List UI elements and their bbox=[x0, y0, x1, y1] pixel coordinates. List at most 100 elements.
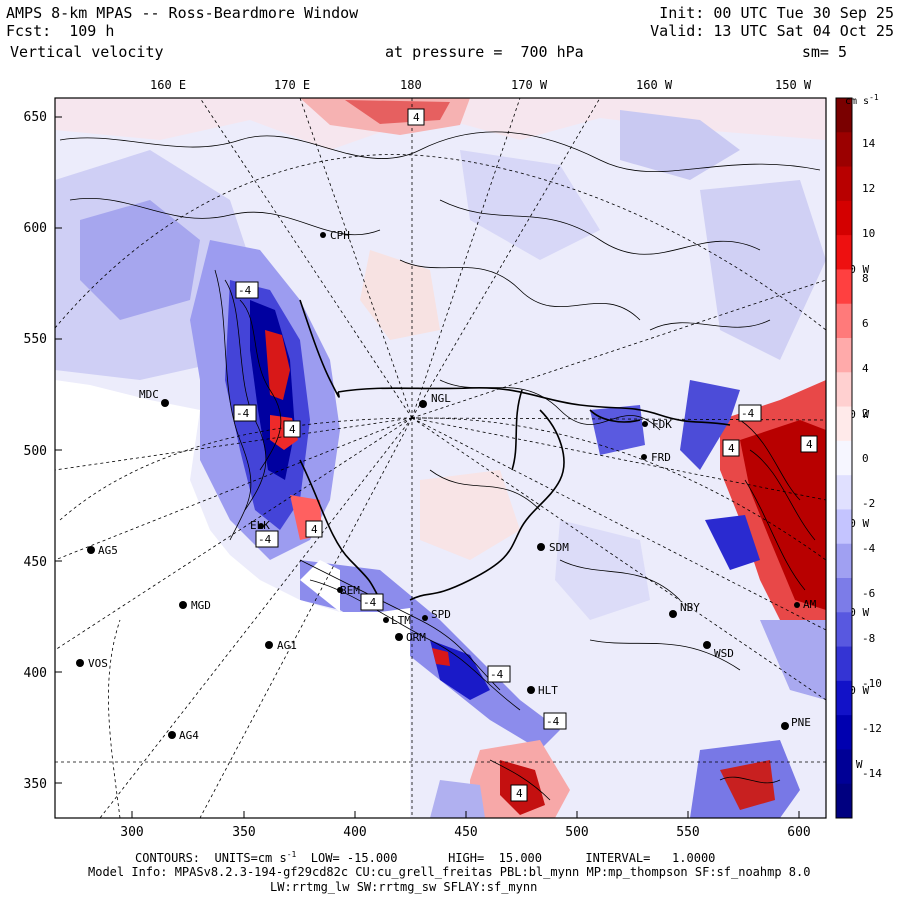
field-positive-mountain-1 bbox=[265, 330, 290, 400]
colorbar-swatch bbox=[836, 372, 852, 408]
field-positive-coast bbox=[432, 648, 450, 666]
svg-text:FRD: FRD bbox=[651, 451, 671, 464]
colorbar-label: -10 bbox=[862, 677, 882, 690]
station-pne: PNE bbox=[781, 716, 811, 730]
colorbar-label: 8 bbox=[862, 272, 869, 285]
extremum-label: 4 bbox=[407, 108, 425, 126]
top-longitude-labels: 160 E 170 E 180 170 W 160 W 150 W bbox=[150, 78, 812, 92]
contour-info: CONTOURS: UNITS=cm s-1 LOW= -15.000 HIGH… bbox=[135, 850, 716, 865]
svg-text:-4: -4 bbox=[490, 668, 504, 681]
field-positive-east-core bbox=[740, 420, 826, 610]
svg-text:4: 4 bbox=[728, 442, 735, 455]
svg-text:AG5: AG5 bbox=[98, 544, 118, 557]
colorbar-swatch bbox=[836, 578, 852, 613]
extremum-label: -4 bbox=[487, 665, 511, 683]
svg-text:4: 4 bbox=[311, 523, 318, 536]
svg-text:4: 4 bbox=[516, 787, 523, 800]
station-ag5: AG5 bbox=[87, 544, 118, 557]
svg-text:-4: -4 bbox=[236, 407, 250, 420]
extremum-label: -4 bbox=[235, 281, 259, 299]
svg-text:AG4: AG4 bbox=[179, 729, 199, 742]
extremum-label: 4 bbox=[800, 435, 818, 453]
left-axis-labels: 650 600 550 500 450 400 350 bbox=[24, 110, 47, 792]
field-weak-positive-center bbox=[360, 250, 440, 340]
station-vos: VOS bbox=[76, 657, 108, 670]
field-weak-positive-ross bbox=[420, 470, 520, 560]
colorbar-label: -4 bbox=[862, 542, 876, 555]
y-tick-label: 450 bbox=[24, 555, 47, 570]
extremum-label: 4 bbox=[305, 520, 323, 538]
station-hlt: HLT bbox=[527, 684, 558, 697]
station-mgd: MGD bbox=[179, 599, 211, 612]
svg-text:-4: -4 bbox=[741, 407, 755, 420]
station-ltm: LTM bbox=[383, 614, 411, 627]
colorbar-swatch bbox=[836, 166, 852, 202]
extremum-label: -4 bbox=[543, 712, 567, 730]
colorbar-label: -8 bbox=[862, 632, 875, 645]
svg-text:AG1: AG1 bbox=[277, 639, 297, 652]
field-negative-east bbox=[700, 180, 826, 360]
lon-label: 170 E bbox=[274, 78, 310, 92]
svg-text:HLT: HLT bbox=[538, 684, 558, 697]
colorbar-label: -14 bbox=[862, 767, 882, 780]
svg-text:NGL: NGL bbox=[431, 392, 451, 405]
extrema-labels: 4 -4 4 -4 4 -4 -4 4 -4 -4 4 4 -4 bbox=[233, 108, 818, 802]
colorbar-swatch bbox=[836, 303, 852, 339]
y-tick-label: 650 bbox=[24, 110, 47, 125]
init-time: Init: 00 UTC Tue 30 Sep 25 bbox=[659, 4, 894, 22]
station-spd: SPD bbox=[422, 608, 451, 621]
svg-text:4: 4 bbox=[413, 111, 420, 124]
colorbar-swatch bbox=[836, 235, 852, 270]
extremum-label: -4 bbox=[255, 530, 279, 548]
pressure-level: at pressure = 700 hPa bbox=[385, 43, 584, 61]
colorbar-label: -2 bbox=[862, 497, 875, 510]
station-fdk: FDK bbox=[642, 418, 672, 431]
svg-text:NBY: NBY bbox=[680, 601, 700, 614]
colorbar-label: 10 bbox=[862, 227, 875, 240]
station-ngl: NGL bbox=[419, 392, 451, 408]
y-tick-label: 400 bbox=[24, 666, 47, 681]
left-axis-ticks bbox=[55, 116, 800, 818]
svg-text:BEM: BEM bbox=[340, 584, 360, 597]
station-sdm: SDM bbox=[537, 541, 569, 554]
extremum-label: 4 bbox=[283, 420, 301, 438]
x-tick-label: 350 bbox=[232, 825, 255, 840]
colorbar-label: 14 bbox=[862, 137, 876, 150]
field-negative-west-core bbox=[80, 200, 200, 320]
map-border bbox=[54, 97, 827, 819]
colorbar-label: 6 bbox=[862, 317, 869, 330]
colorbar-swatch bbox=[836, 406, 852, 442]
station-wsd: WSD bbox=[703, 641, 734, 660]
field-positive-bottom-right bbox=[720, 760, 775, 810]
smoothing-label: sm= 5 bbox=[801, 43, 847, 61]
colorbar bbox=[835, 97, 853, 819]
extremum-label: -4 bbox=[738, 404, 762, 422]
map-field: CPH MDC NGL FDK FRD SDM AG5 MGD AG1 VOS … bbox=[55, 98, 826, 818]
map-title: AMPS 8-km MPAS -- Ross-Beardmore Window bbox=[6, 4, 359, 22]
colorbar-swatch bbox=[836, 646, 852, 682]
lon-label: 160 W bbox=[636, 78, 673, 92]
field-negative-central bbox=[460, 150, 600, 260]
colorbar-swatch bbox=[836, 98, 852, 133]
station-mdc: MDC bbox=[139, 388, 169, 407]
colorbar-label: -12 bbox=[862, 722, 882, 735]
svg-text:-4: -4 bbox=[238, 284, 252, 297]
svg-text:LTM: LTM bbox=[391, 614, 411, 627]
colorbar-units: cm s-1 bbox=[845, 93, 879, 107]
lon-label: 150 W bbox=[775, 78, 812, 92]
svg-text:4: 4 bbox=[806, 438, 813, 451]
colorbar-label: 12 bbox=[862, 182, 875, 195]
bottom-axis-labels: 300 350 400 450 500 550 600 bbox=[120, 825, 810, 840]
colorbar-swatch bbox=[836, 680, 852, 716]
station-nby: NBY bbox=[669, 601, 700, 618]
lon-label: 160 E bbox=[150, 78, 186, 92]
svg-text:MGD: MGD bbox=[191, 599, 211, 612]
colorbar-swatch bbox=[836, 200, 852, 236]
svg-text:CPH: CPH bbox=[330, 229, 350, 242]
field-negative-east-band-2 bbox=[705, 515, 760, 570]
coastline bbox=[299, 299, 731, 601]
colorbar-swatch bbox=[836, 440, 852, 476]
station-am: AM bbox=[794, 598, 817, 611]
svg-text:-4: -4 bbox=[363, 596, 377, 609]
